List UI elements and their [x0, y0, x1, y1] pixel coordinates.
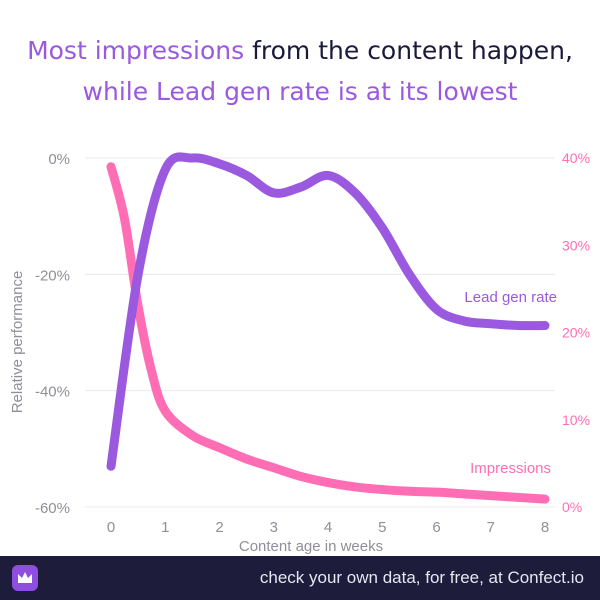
y-axis-label: Relative performance — [9, 271, 26, 414]
x-tick-label: 3 — [270, 519, 278, 536]
impressions-series-line — [106, 162, 550, 504]
y-left-tick-label: 0% — [48, 151, 70, 168]
lead-gen-series-line — [106, 152, 550, 471]
x-tick-label: 2 — [215, 519, 223, 536]
x-tick-label: 8 — [541, 519, 549, 536]
line-chart: 0% -20% -40% -60% 40% 30% 20% 10% 0% 0 1 2 3 4 5 6 7 8 Con… — [9, 150, 590, 555]
y-right-tick-label: 0% — [562, 499, 582, 515]
title-highlight-1: Most impressions — [27, 36, 245, 65]
y-left-tick-label: -60% — [35, 500, 70, 517]
y-left-tick-label: -40% — [35, 384, 70, 401]
x-tick-label: 4 — [324, 519, 332, 536]
title-text-1: from the content happen, — [244, 36, 573, 65]
x-axis-label: Content age in weeks — [239, 538, 383, 555]
x-tick-label: 1 — [161, 519, 169, 536]
x-tick-label: 6 — [432, 519, 440, 536]
y-right-tick-label: 30% — [562, 237, 590, 253]
footer-text[interactable]: check your own data, for free, at Confec… — [259, 568, 584, 587]
chart-title: Most impressions from the content happen… — [0, 30, 600, 112]
title-highlight-2: while Lead gen rate is at its lowest — [82, 77, 518, 106]
impressions-series-label: Impressions — [470, 460, 551, 477]
footer-banner: check your own data, for free, at Confec… — [0, 556, 600, 600]
x-tick-label: 0 — [107, 519, 115, 536]
x-tick-label: 7 — [487, 519, 495, 536]
x-tick-label: 5 — [378, 519, 386, 536]
confect-logo-icon — [12, 565, 38, 591]
y-right-tick-label: 20% — [562, 325, 590, 341]
y-right-tick-label: 10% — [562, 412, 590, 428]
y-left-tick-label: -20% — [35, 267, 70, 284]
lead-gen-series-label: Lead gen rate — [464, 289, 557, 306]
y-right-tick-label: 40% — [562, 150, 590, 166]
